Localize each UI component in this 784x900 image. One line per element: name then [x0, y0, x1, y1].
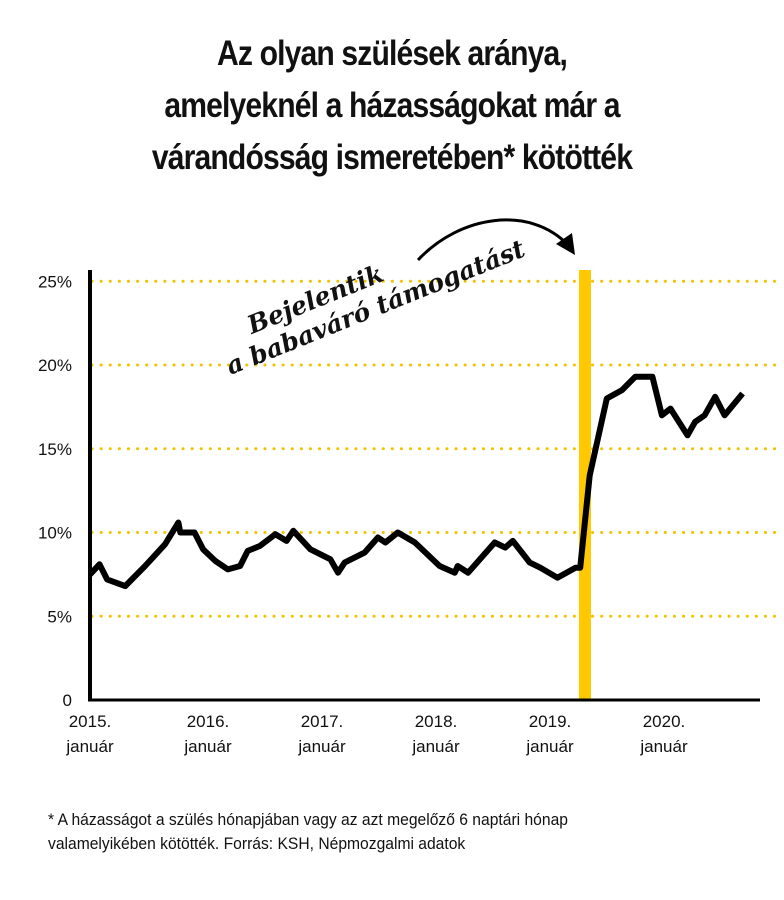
annotation-arrow — [416, 218, 570, 262]
arrow-head-icon — [556, 233, 575, 255]
x-tick-year: 2018. — [415, 712, 458, 731]
title-line-1: Az olyan szülések aránya, — [217, 34, 568, 73]
chart-title: Az olyan szülések aránya, amelyeknél a h… — [55, 28, 729, 184]
x-tick-month: január — [297, 737, 346, 756]
x-tick-month: január — [411, 737, 460, 756]
event-marker-bar — [578, 270, 591, 700]
x-tick-year: 2020. — [643, 712, 686, 731]
y-tick-label: 20% — [38, 356, 72, 375]
y-tick-label: 15% — [38, 440, 72, 459]
y-tick-label: 5% — [47, 607, 72, 626]
footnote: * A házasságot a szülés hónapjában vagy … — [48, 808, 568, 856]
x-tick-year: 2015. — [69, 712, 112, 731]
annotation: Bejelentik a babaváró támogatást — [222, 234, 529, 381]
y-tick-label: 0 — [63, 691, 72, 710]
y-tick-label: 25% — [38, 272, 72, 291]
title-line-2: amelyeknél a házasságokat már a — [164, 86, 620, 125]
data-points — [89, 376, 743, 587]
x-tick-month: január — [525, 737, 574, 756]
y-tick-label: 10% — [38, 524, 72, 543]
x-tick-year: 2019. — [529, 712, 572, 731]
x-tick-month: január — [65, 737, 114, 756]
x-tick-year: 2017. — [301, 712, 344, 731]
x-tick-month: január — [183, 737, 232, 756]
footnote-line-1: * A házasságot a szülés hónapjában vagy … — [48, 810, 568, 829]
x-tick-year: 2016. — [187, 712, 230, 731]
footnote-line-2: valamelyikében kötötték. Forrás: KSH, Né… — [48, 834, 466, 853]
title-line-3: várandósság ismeretében* kötötték — [151, 138, 633, 177]
x-tick-month: január — [639, 737, 688, 756]
series-line — [87, 373, 745, 590]
